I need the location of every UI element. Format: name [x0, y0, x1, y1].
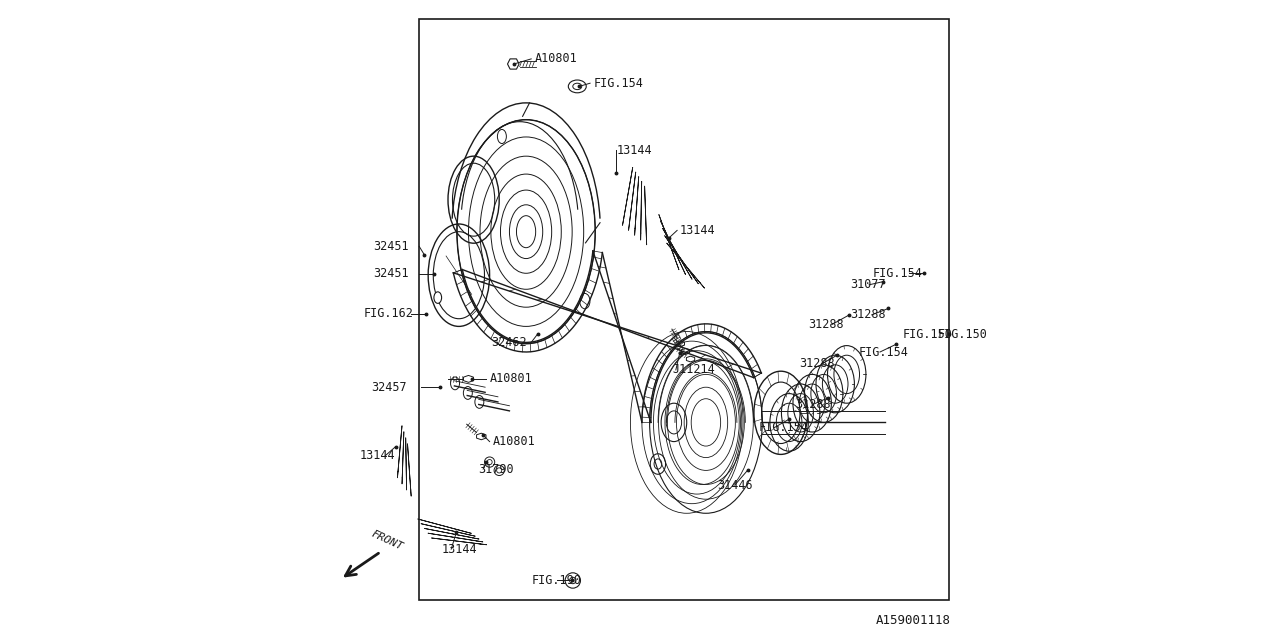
Text: A10801: A10801	[535, 52, 577, 65]
Text: FIG.154: FIG.154	[873, 267, 922, 280]
Text: 32462: 32462	[492, 336, 527, 349]
Text: 31077: 31077	[850, 278, 886, 291]
Text: 31288: 31288	[796, 398, 831, 411]
Text: 31288: 31288	[808, 318, 844, 331]
Text: 32451: 32451	[374, 240, 408, 253]
Text: FIG.154: FIG.154	[759, 421, 808, 434]
Text: 13144: 13144	[360, 449, 396, 462]
Text: A159001118: A159001118	[876, 614, 950, 627]
Text: 13144: 13144	[442, 543, 477, 556]
Text: J11214: J11214	[672, 364, 714, 376]
Bar	[420, 19, 948, 600]
Text: 31288: 31288	[850, 308, 886, 321]
Text: 31790: 31790	[479, 463, 513, 476]
Text: A10801: A10801	[490, 372, 532, 385]
Text: 31288: 31288	[799, 357, 835, 370]
Text: 32457: 32457	[371, 381, 407, 394]
Text: FIG.154: FIG.154	[859, 346, 909, 358]
Text: 32451: 32451	[374, 268, 408, 280]
Text: FIG.162: FIG.162	[364, 307, 413, 320]
Text: FIG.154: FIG.154	[594, 77, 643, 90]
Text: 31446: 31446	[717, 479, 753, 492]
Text: FIG.150: FIG.150	[902, 328, 952, 340]
Text: FIG.190: FIG.190	[531, 574, 581, 587]
Ellipse shape	[434, 292, 442, 303]
Text: FRONT: FRONT	[370, 529, 404, 552]
Text: FIG.150: FIG.150	[937, 328, 987, 340]
Text: 13144: 13144	[617, 144, 652, 157]
Text: 13144: 13144	[680, 224, 716, 237]
Text: A10801: A10801	[493, 435, 535, 448]
